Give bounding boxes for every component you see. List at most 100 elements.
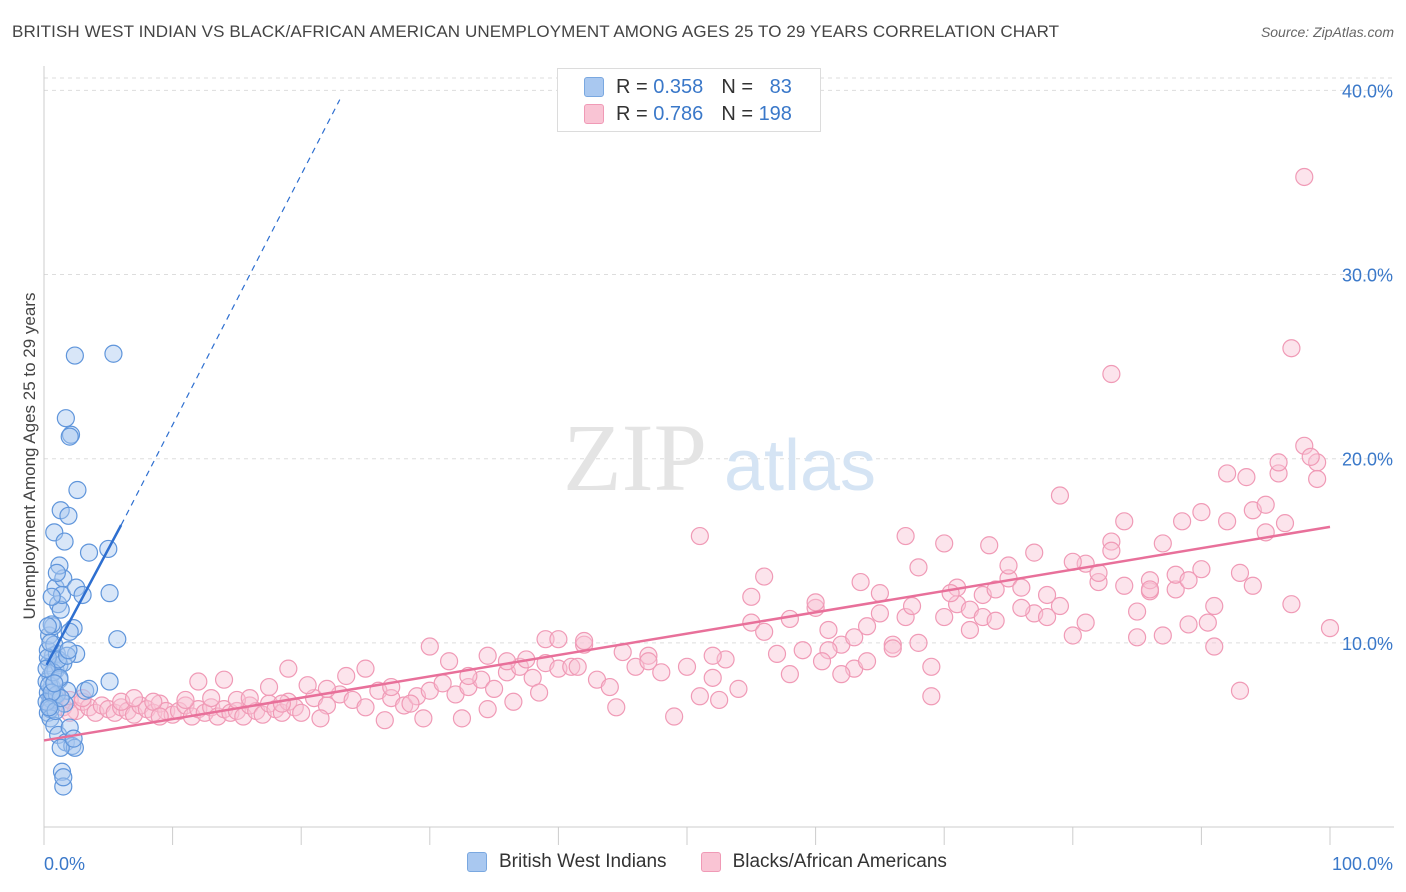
data-point (1218, 512, 1237, 531)
bottom-legend-swatch-blue (467, 852, 487, 872)
data-point (568, 657, 587, 676)
bottom-legend-label: British West Indians (499, 851, 667, 872)
series-british-west-indians (37, 344, 127, 796)
data-point (742, 587, 761, 606)
trend-line-pink (43, 525, 1331, 742)
data-point (50, 556, 69, 575)
data-point (60, 427, 79, 446)
data-point (1102, 541, 1121, 560)
data-point (755, 622, 774, 641)
legend-r-value: 0.358 (653, 75, 704, 98)
data-point (562, 657, 581, 676)
data-point (935, 534, 954, 553)
data-point (189, 672, 208, 691)
data-point (356, 698, 375, 717)
data-point (108, 630, 127, 649)
data-point (1102, 364, 1121, 384)
data-point (677, 657, 697, 676)
series-blacks-african-americans (41, 167, 1340, 730)
data-point (104, 344, 123, 363)
data-point (710, 690, 729, 710)
legend-n-label: N = (721, 102, 753, 125)
trend-line-blue-extension (120, 99, 341, 526)
trend-lines (43, 99, 1331, 742)
data-point (176, 690, 195, 710)
data-point (1076, 613, 1095, 632)
y-tick-label: 10.0% (1342, 634, 1393, 654)
data-point (1198, 613, 1217, 632)
data-point (780, 609, 799, 629)
data-point (73, 688, 92, 708)
data-point (79, 679, 99, 698)
data-point (986, 580, 1005, 599)
data-point (922, 657, 941, 676)
data-point (54, 777, 73, 796)
bottom-legend-swatch-pink (700, 852, 721, 872)
data-point (960, 620, 980, 640)
data-point (1301, 447, 1320, 466)
data-point (806, 593, 825, 612)
data-point (986, 611, 1005, 630)
data-point (941, 584, 960, 603)
data-point (530, 683, 549, 702)
data-point (536, 630, 555, 649)
data-point (909, 558, 928, 577)
data-point (65, 738, 84, 757)
data-point (100, 584, 119, 603)
data-point (1179, 571, 1198, 590)
data-point (55, 532, 74, 551)
data-point (452, 709, 472, 728)
data-point (478, 646, 497, 665)
data-point (652, 663, 671, 682)
legend-n-value: 83 (769, 75, 792, 98)
data-point (870, 584, 890, 603)
legend-r-label: R = (616, 102, 648, 125)
data-point (1115, 512, 1134, 531)
chart-title: BRITISH WEST INDIAN VS BLACK/AFRICAN AME… (12, 22, 1060, 41)
data-point (690, 526, 709, 546)
data-point (703, 646, 722, 665)
data-point (124, 688, 144, 708)
data-point (845, 628, 864, 647)
data-point (1037, 607, 1057, 627)
data-point (832, 665, 851, 684)
data-point (478, 700, 497, 719)
watermark-atlas: atlas (724, 426, 876, 506)
data-point (549, 630, 568, 649)
data-point (298, 676, 317, 695)
legend-r-label: R = (616, 75, 648, 98)
data-point (420, 637, 439, 656)
data-point (1173, 512, 1192, 531)
data-point (1166, 580, 1185, 599)
trend-line-blue (45, 524, 123, 666)
data-point (883, 639, 902, 658)
data-point (902, 596, 922, 616)
data-point (755, 567, 774, 586)
data-point (607, 698, 626, 717)
y-tick-label: 40.0% (1342, 81, 1393, 101)
bottom-legend-item-blacks-african-americans: Blacks/African Americans (700, 851, 947, 873)
legend-row-blue: R = 0.358 N = 83 (584, 75, 792, 99)
data-point (1237, 468, 1256, 487)
legend-swatch-blue (584, 77, 604, 97)
data-point (575, 631, 594, 651)
axes (43, 66, 1394, 845)
data-point (292, 703, 311, 722)
data-point (59, 506, 78, 525)
data-point (45, 674, 64, 693)
y-tick-labels: 10.0% 20.0% 30.0% 40.0% (1342, 81, 1393, 653)
data-point (1037, 585, 1057, 605)
data-point (1050, 596, 1070, 616)
data-point (819, 620, 838, 640)
data-point (54, 768, 73, 787)
data-point (896, 526, 915, 546)
data-point (1140, 580, 1160, 599)
data-point (600, 677, 619, 697)
y-tick-label: 30.0% (1342, 266, 1393, 286)
data-point (40, 626, 59, 645)
data-point (67, 578, 86, 597)
data-point (1153, 626, 1172, 645)
data-point (1308, 469, 1327, 489)
data-point (1282, 595, 1301, 614)
data-point (665, 707, 684, 726)
